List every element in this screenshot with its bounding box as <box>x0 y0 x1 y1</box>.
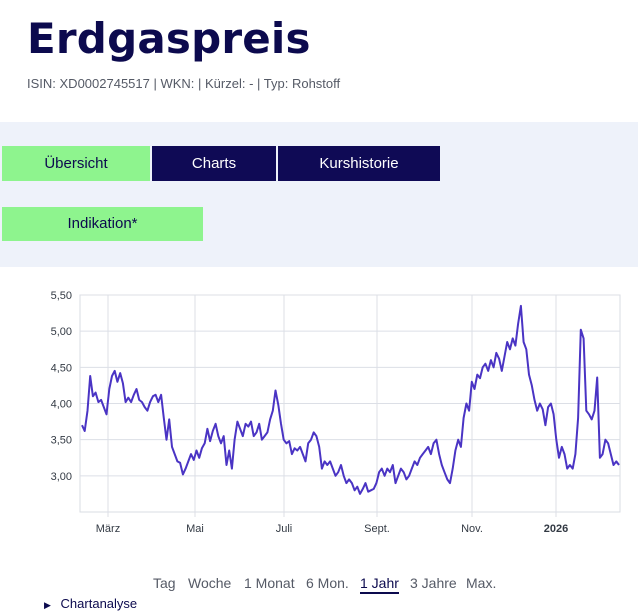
x-tick-label: Mai <box>186 523 204 535</box>
range-3-jahre[interactable]: 3 Jahre <box>410 575 457 591</box>
range-woche[interactable]: Woche <box>188 575 232 591</box>
x-tick-label: Sept. <box>364 523 390 535</box>
chart-analysis-label: Chartanalyse <box>60 596 138 611</box>
time-range-selector: Tag Woche 1 Monat 6 Mon. 1 Jahr 3 Jahre Max. <box>0 573 638 595</box>
range-1-jahr[interactable]: 1 Jahr <box>360 575 399 594</box>
triangle-right-icon: ▶ <box>44 600 51 610</box>
range-max-[interactable]: Max. <box>466 575 497 591</box>
navigation-band <box>0 122 638 267</box>
x-tick-label: 2026 <box>544 523 568 535</box>
range-tag[interactable]: Tag <box>153 575 176 591</box>
price-chart: 5,50 5,00 4,50 4,00 3,50 3,00 März Mai Juli Sept… <box>51 290 621 535</box>
tab-indication[interactable]: Indikation* <box>2 207 203 241</box>
security-meta: ISIN: XD0002745517 | WKN: | Kürzel: - | … <box>27 76 341 91</box>
price-line <box>81 304 620 495</box>
y-tick-label: 5,00 <box>51 326 72 338</box>
y-tick-label: 5,50 <box>51 290 72 302</box>
chart-analysis-link[interactable]: ▶ Chartanalyse <box>44 596 137 611</box>
range-1-monat[interactable]: 1 Monat <box>244 575 295 591</box>
page-title: Erdgaspreis <box>27 14 311 63</box>
x-tick-label: März <box>96 523 120 535</box>
tab-charts[interactable]: Charts <box>152 146 276 181</box>
y-tick-label: 4,50 <box>51 362 72 374</box>
y-tick-label: 4,00 <box>51 399 72 411</box>
y-tick-label: 3,00 <box>51 471 72 483</box>
y-tick-label: 3,50 <box>51 435 72 447</box>
range-6-mon-[interactable]: 6 Mon. <box>306 575 349 591</box>
tab-overview[interactable]: Übersicht <box>2 146 150 181</box>
x-tick-label: Nov. <box>461 523 483 535</box>
x-tick-label: Juli <box>276 523 293 535</box>
tab-history[interactable]: Kurshistorie <box>278 146 440 181</box>
